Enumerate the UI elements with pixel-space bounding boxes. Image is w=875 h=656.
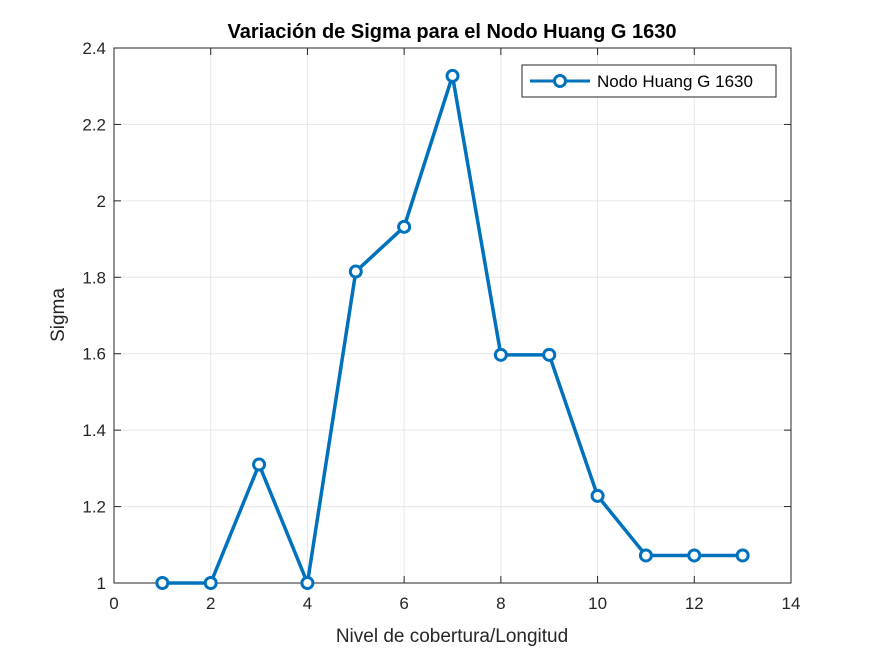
data-point (638, 548, 653, 563)
data-point (203, 576, 218, 590)
legend-marker-swatch (553, 74, 567, 88)
y-tick-label: 1.4 (82, 421, 106, 440)
y-tick-label: 1.2 (82, 498, 106, 517)
x-tick-label: 0 (109, 594, 118, 613)
x-tick-label: 6 (399, 594, 408, 613)
data-point (300, 576, 315, 590)
data-point (397, 219, 412, 234)
y-tick-label: 2.4 (82, 39, 106, 58)
y-tick-label: 1 (97, 574, 106, 593)
x-tick-label: 4 (303, 594, 312, 613)
series-layer (155, 68, 750, 590)
data-point (155, 576, 170, 590)
legend-label: Nodo Huang G 1630 (597, 72, 753, 91)
grid-lines (114, 48, 791, 583)
data-point (542, 347, 557, 362)
y-tick-label: 2.2 (82, 115, 106, 134)
x-tick-label: 2 (206, 594, 215, 613)
y-tick-label: 2 (97, 192, 106, 211)
data-point (735, 548, 750, 563)
y-tick-labels: 1 1.2 1.4 1.6 1.8 2 2.2 2.4 (82, 39, 106, 593)
data-point (493, 347, 508, 362)
x-axis-label: Nivel de cobertura/Longitud (336, 626, 568, 647)
data-point (252, 457, 267, 472)
x-tick-label: 14 (782, 594, 801, 613)
plot-frame (113, 47, 792, 584)
y-tick-label: 1.6 (82, 345, 106, 364)
data-point (590, 488, 605, 503)
data-point (687, 548, 702, 563)
x-tick-label: 12 (685, 594, 704, 613)
x-tick-labels: 0 2 4 6 8 10 12 14 (109, 594, 800, 613)
data-point (348, 264, 363, 279)
x-tick-label: 10 (588, 594, 607, 613)
chart-title: Variación de Sigma para el Nodo Huang G … (227, 21, 676, 43)
legend: Nodo Huang G 1630 (521, 64, 777, 98)
y-axis-label: Sigma (48, 288, 69, 342)
x-tick-label: 8 (496, 594, 505, 613)
plot-background (114, 48, 791, 583)
data-point (445, 68, 460, 83)
y-tick-label: 1.8 (82, 268, 106, 287)
